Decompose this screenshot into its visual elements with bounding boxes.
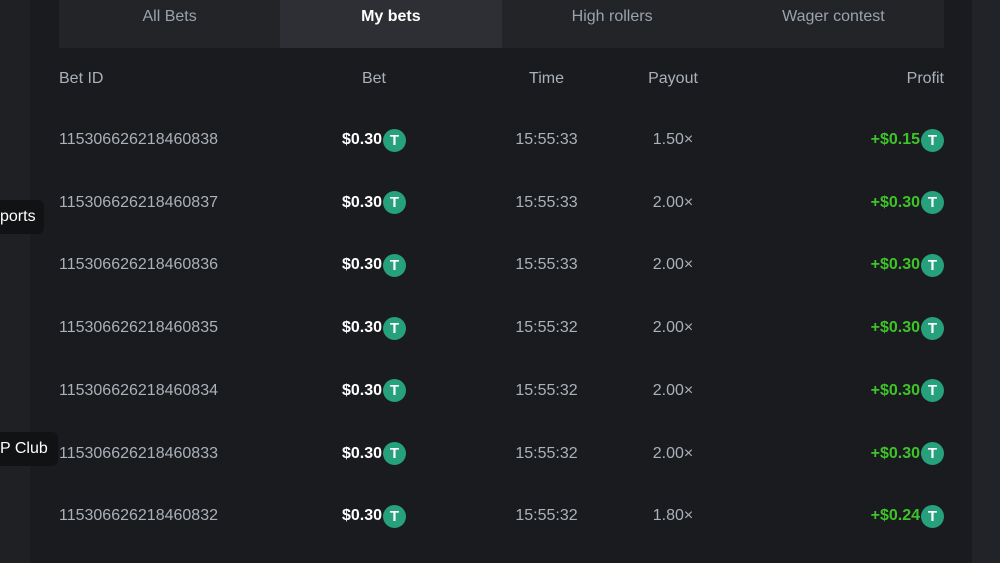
table-row[interactable]: 115306626218460833 $0.30 T 15:55:32 2.00×…	[59, 439, 944, 469]
table-row[interactable]: 115306626218460832 $0.30 T 15:55:32 1.80×…	[59, 501, 944, 531]
tether-usdt-icon: T	[921, 504, 944, 528]
profit-value: +$0.30	[870, 444, 920, 462]
tab-high-rollers[interactable]: High rollers	[571, 8, 653, 25]
table-row[interactable]: 115306626218460834 $0.30 T 15:55:32 2.00×…	[59, 376, 944, 406]
tether-usdt-icon: T	[921, 191, 944, 215]
bet-value: $0.30	[341, 131, 383, 148]
bet-payout: 2.00×	[652, 193, 694, 211]
sidebar	[0, 0, 30, 563]
profit-value: +$0.30	[870, 256, 920, 274]
tether-usdt-icon: T	[383, 128, 407, 152]
tether-usdt-icon: T	[921, 442, 944, 465]
bet-id[interactable]: 115306626218460833	[59, 444, 218, 462]
bet-id[interactable]: 115306626218460835	[59, 319, 218, 337]
bet-profit: +$0.24 T	[870, 504, 944, 528]
sidebar-tooltip-vip-club: P Club	[0, 432, 58, 466]
bets-tabs: All Bets My bets High rollers Wager cont…	[59, 0, 944, 48]
tab-my-bets[interactable]: My bets	[280, 0, 502, 48]
bet-amount: $0.30 T	[289, 316, 459, 340]
bet-payout: 1.80×	[652, 507, 694, 525]
table-row[interactable]: 115306626218460838 $0.30 T 15:55:33 1.50×…	[59, 125, 944, 155]
bet-time: 15:55:32	[515, 319, 578, 337]
bet-id[interactable]: 115306626218460837	[59, 193, 218, 211]
tether-usdt-icon: T	[383, 253, 407, 277]
bet-time: 15:55:33	[515, 256, 578, 274]
profit-value: +$0.15	[870, 131, 920, 148]
bet-profit: +$0.30 T	[870, 316, 944, 340]
profit-value: +$0.30	[870, 319, 920, 337]
header-bet: Bet	[361, 70, 386, 87]
bet-time: 15:55:32	[515, 444, 578, 462]
bet-value: $0.30	[341, 256, 383, 274]
bet-id[interactable]: 115306626218460836	[59, 256, 218, 274]
bets-panel	[30, 0, 972, 563]
tab-all-bets[interactable]: All Bets	[142, 8, 197, 25]
tether-usdt-icon: T	[921, 128, 944, 152]
bet-payout: 1.50×	[652, 131, 694, 148]
bet-profit: +$0.30 T	[870, 379, 944, 403]
tether-usdt-icon: T	[921, 253, 944, 277]
header-bet-id: Bet ID	[59, 70, 104, 87]
bet-amount: $0.30 T	[289, 504, 459, 528]
bet-time: 15:55:32	[515, 507, 578, 525]
tether-usdt-icon: T	[383, 442, 407, 465]
tab-wager-contest[interactable]: Wager contest	[782, 8, 885, 25]
bet-payout: 2.00×	[652, 444, 694, 462]
tether-usdt-icon: T	[383, 504, 407, 528]
bet-profit: +$0.30 T	[870, 191, 944, 215]
bet-id[interactable]: 115306626218460832	[59, 507, 218, 525]
bet-amount: $0.30 T	[289, 128, 459, 152]
table-row[interactable]: 115306626218460837 $0.30 T 15:55:33 2.00×…	[59, 188, 944, 218]
bet-time: 15:55:32	[515, 381, 578, 399]
header-profit: Profit	[906, 70, 944, 87]
bet-payout: 2.00×	[652, 381, 694, 399]
right-area	[972, 0, 1000, 563]
table-header: Bet ID Bet Time Payout Profit	[59, 64, 944, 94]
bet-profit: +$0.30 T	[871, 442, 944, 465]
bet-amount: $0.30 T	[289, 442, 459, 465]
tether-usdt-icon: T	[921, 379, 944, 403]
bet-profit: +$0.30 T	[870, 253, 944, 277]
table-row[interactable]: 115306626218460836 $0.30 T 15:55:33 2.00×…	[59, 250, 944, 280]
tether-usdt-icon: T	[383, 191, 407, 215]
sidebar-tooltip-sports: ports	[0, 200, 44, 234]
header-time: Time	[529, 70, 564, 87]
bet-value: $0.30	[341, 507, 383, 525]
bet-payout: 2.00×	[652, 319, 694, 337]
bet-id[interactable]: 115306626218460838	[59, 131, 218, 148]
tether-usdt-icon: T	[921, 316, 944, 340]
tether-usdt-icon: T	[383, 379, 407, 403]
bet-time: 15:55:33	[515, 193, 578, 211]
bet-amount: $0.30 T	[289, 191, 459, 215]
profit-value: +$0.24	[870, 507, 920, 525]
table-row[interactable]: 115306626218460835 $0.30 T 15:55:32 2.00×…	[59, 313, 944, 343]
bet-payout: 2.00×	[652, 256, 694, 274]
bet-value: $0.30	[341, 193, 383, 211]
bet-value: $0.30	[341, 319, 383, 337]
header-payout: Payout	[648, 70, 698, 87]
tether-usdt-icon: T	[383, 316, 407, 340]
bet-id[interactable]: 115306626218460834	[59, 381, 218, 399]
profit-value: +$0.30	[870, 381, 920, 399]
bet-time: 15:55:33	[515, 131, 578, 148]
bet-value: $0.30	[341, 444, 383, 462]
bet-amount: $0.30 T	[289, 253, 459, 277]
bet-value: $0.30	[341, 381, 383, 399]
bet-amount: $0.30 T	[289, 379, 459, 403]
bet-profit: +$0.15 T	[870, 128, 944, 152]
profit-value: +$0.30	[870, 193, 920, 211]
